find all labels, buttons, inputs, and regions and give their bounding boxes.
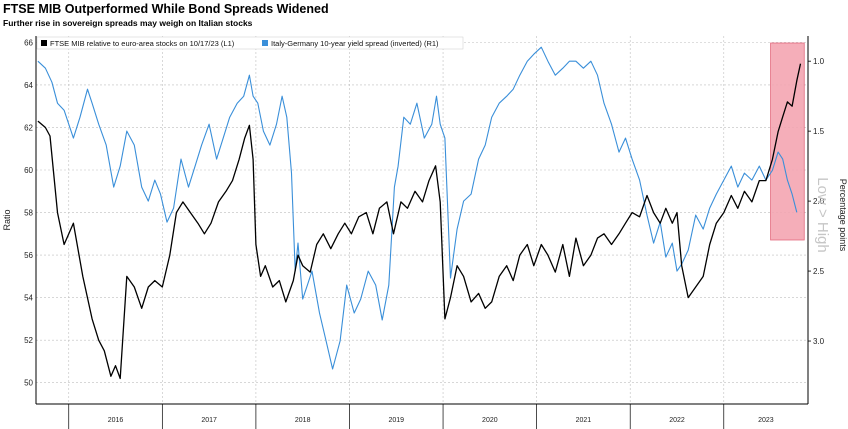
y-tick-label: 64 <box>24 81 33 90</box>
y2-axis-label: Percentage points <box>838 179 848 252</box>
x-tick-label: 2017 <box>201 417 217 424</box>
y-tick-label: 58 <box>24 209 33 218</box>
y-tick-label: 54 <box>24 294 33 303</box>
y2-tick-label: 2.0 <box>813 197 825 206</box>
y-tick-label: 60 <box>24 166 33 175</box>
y-tick-label: 50 <box>24 379 33 388</box>
legend-box <box>36 36 464 50</box>
legend-label-spread: Italy-Germany 10-year yield spread (inve… <box>271 39 439 48</box>
legend: FTSE MIB relative to euro-area stocks on… <box>36 36 464 50</box>
legend-label-ftse: FTSE MIB relative to euro-area stocks on… <box>50 39 235 48</box>
chart-subtitle: Further rise in sovereign spreads may we… <box>3 18 253 28</box>
x-tick-label: 2023 <box>758 417 774 424</box>
legend-swatch-ftse <box>41 40 47 46</box>
x-tick-label: 2020 <box>482 417 498 424</box>
y-axis-label: Ratio <box>2 209 12 230</box>
x-tick-label: 2018 <box>295 417 311 424</box>
x-tick-label: 2016 <box>108 417 124 424</box>
grid <box>36 36 808 404</box>
inverted-axis-annotation: Low > High <box>814 177 831 252</box>
y2-tick-label: 1.0 <box>813 57 825 66</box>
y-tick-label: 56 <box>24 251 33 260</box>
x-tick-label: 2021 <box>576 417 592 424</box>
y2-tick-label: 2.5 <box>813 267 825 276</box>
plot-area <box>36 36 808 404</box>
y-tick-label: 62 <box>24 123 33 132</box>
x-tick-label: 2019 <box>388 417 404 424</box>
y2-tick-label: 1.5 <box>813 127 825 136</box>
y-tick-label: 66 <box>24 38 33 47</box>
y-tick-label: 52 <box>24 336 33 345</box>
series-layer <box>37 46 802 380</box>
axes <box>35 36 809 405</box>
y2-tick-label: 3.0 <box>813 337 825 346</box>
series-line-spread <box>37 46 798 370</box>
x-tick-label: 2022 <box>669 417 685 424</box>
chart-title: FTSE MIB Outperformed While Bond Spreads… <box>3 2 329 16</box>
series-line-ftse <box>37 63 802 380</box>
tick-labels: 50 52 54 56 58 60 62 64 66 1.0 1.5 2.0 2.5 3.0 2016 201… <box>24 38 825 429</box>
legend-swatch-spread <box>262 40 268 46</box>
